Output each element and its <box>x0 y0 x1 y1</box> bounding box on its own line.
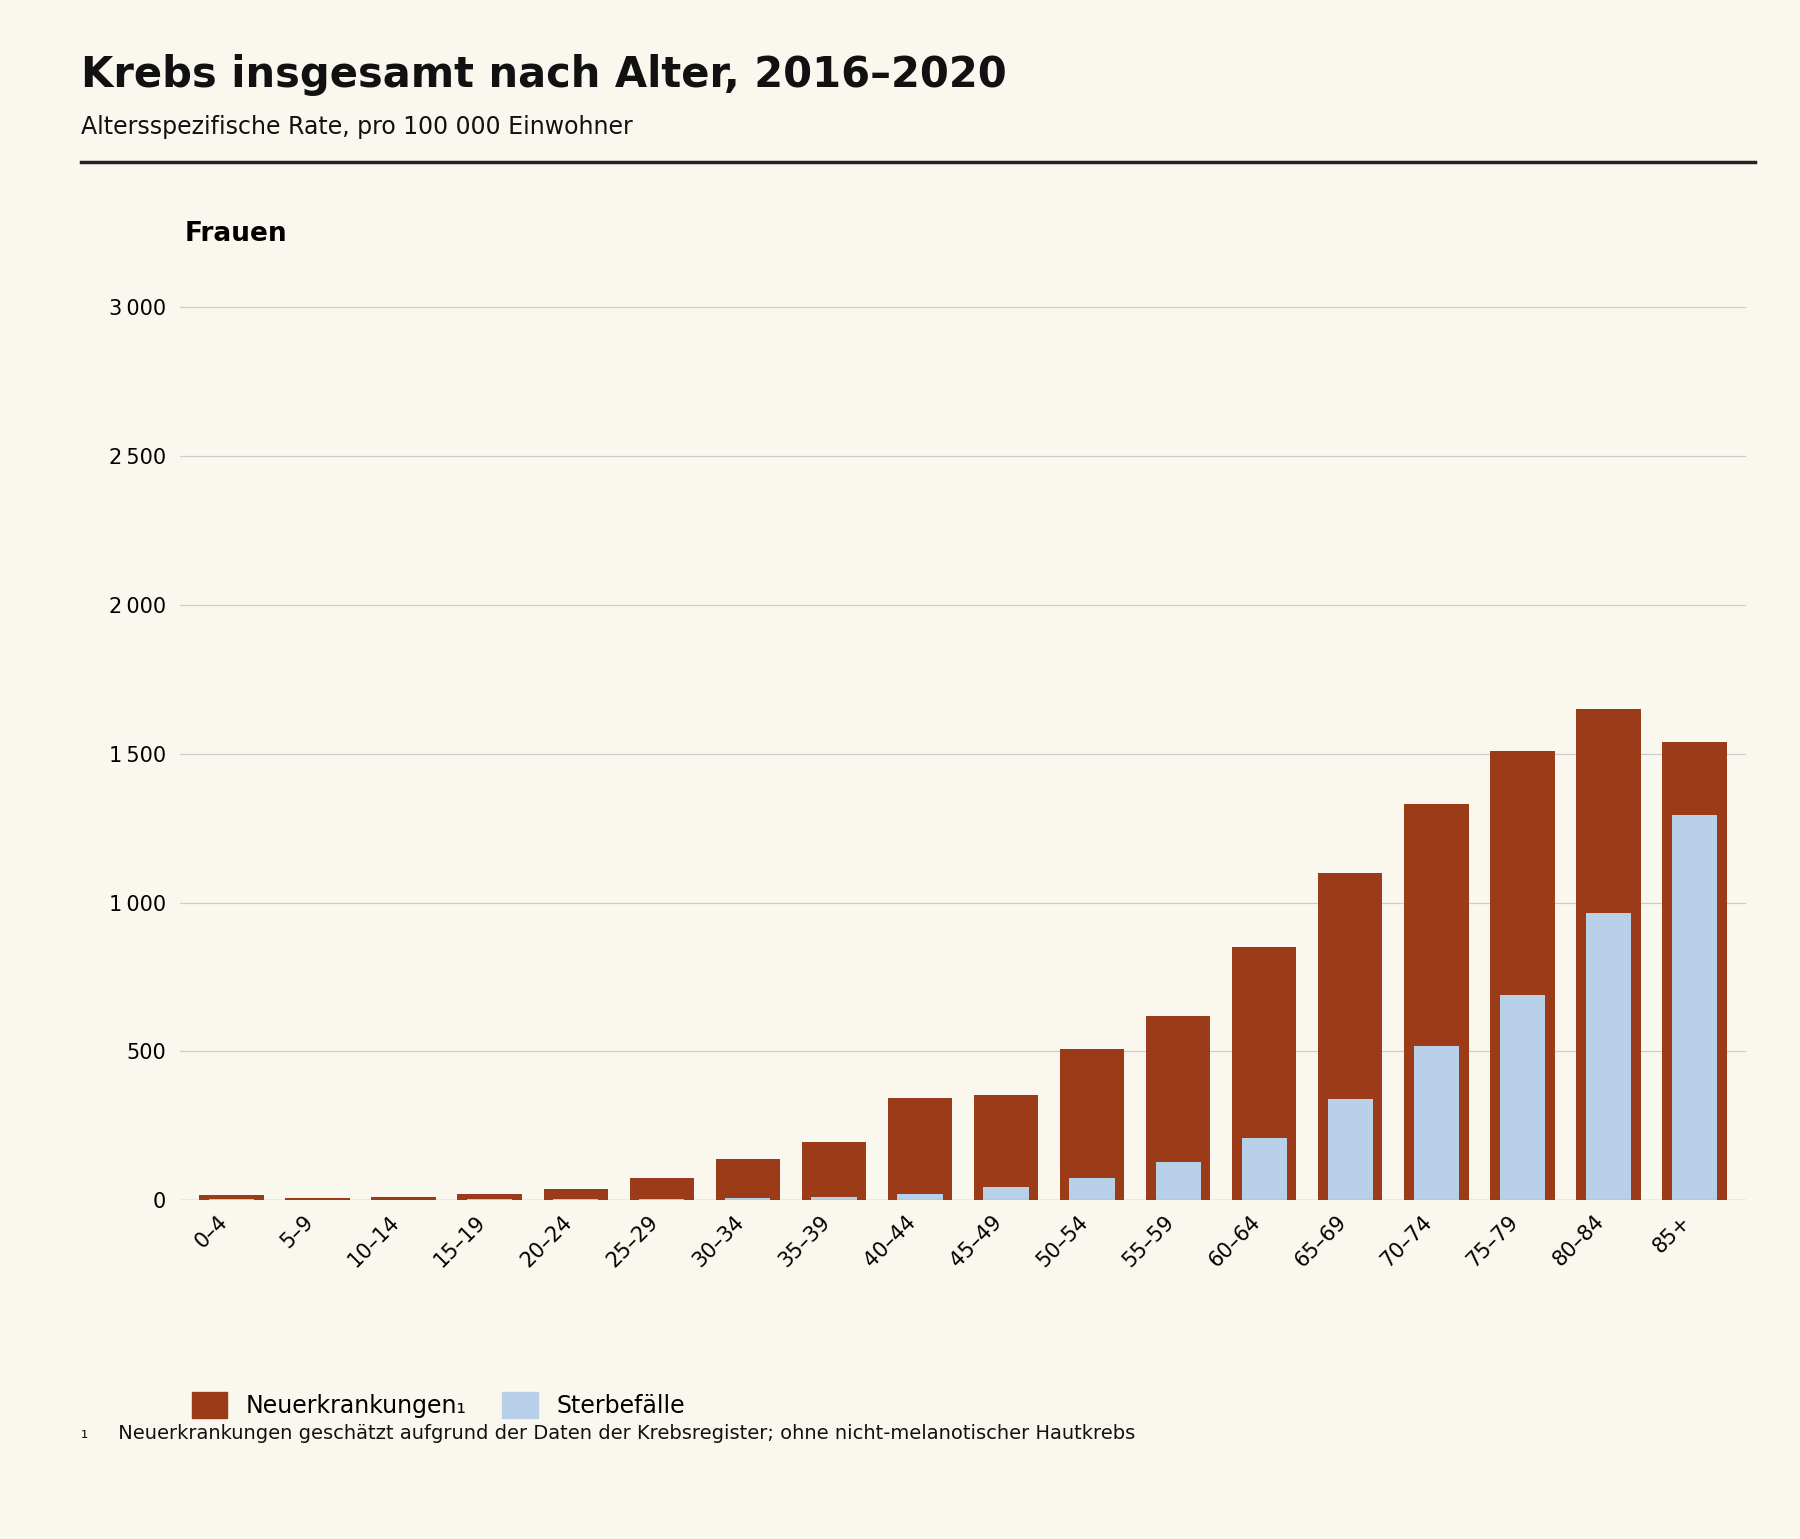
Bar <box>1499 994 1544 1200</box>
Bar <box>457 1194 522 1200</box>
Bar <box>1404 805 1469 1200</box>
Bar <box>1069 1177 1114 1200</box>
Bar <box>812 1197 857 1200</box>
Bar <box>1156 1162 1201 1200</box>
Bar <box>1318 873 1382 1200</box>
Bar <box>1328 1099 1373 1200</box>
Bar <box>1586 913 1631 1200</box>
Bar <box>1661 742 1726 1200</box>
Bar <box>716 1159 779 1200</box>
Bar <box>898 1194 943 1200</box>
Bar <box>725 1197 770 1200</box>
Bar <box>1413 1045 1458 1200</box>
Bar <box>1672 814 1717 1200</box>
Text: Frauen: Frauen <box>184 222 286 248</box>
Bar <box>801 1142 866 1200</box>
Bar <box>1147 1016 1210 1200</box>
Bar <box>1577 709 1640 1200</box>
Bar <box>974 1094 1039 1200</box>
Text: Altersspezifische Rate, pro 100 000 Einwohner: Altersspezifische Rate, pro 100 000 Einw… <box>81 115 634 140</box>
Legend: Neuerkrankungen₁, Sterbefälle: Neuerkrankungen₁, Sterbefälle <box>193 1393 686 1417</box>
Text: Neuerkrankungen geschätzt aufgrund der Daten der Krebsregister; ohne nicht-melan: Neuerkrankungen geschätzt aufgrund der D… <box>112 1424 1134 1442</box>
Text: ₁: ₁ <box>81 1424 88 1442</box>
Bar <box>544 1188 608 1200</box>
Text: Krebs insgesamt nach Alter, 2016–2020: Krebs insgesamt nach Alter, 2016–2020 <box>81 54 1006 95</box>
Bar <box>1242 1137 1287 1200</box>
Bar <box>1231 946 1296 1200</box>
Bar <box>983 1187 1028 1200</box>
Bar <box>200 1196 265 1200</box>
Bar <box>286 1197 349 1200</box>
Bar <box>630 1177 695 1200</box>
Bar <box>1490 751 1555 1200</box>
Bar <box>371 1196 436 1200</box>
Bar <box>887 1097 952 1200</box>
Bar <box>1060 1048 1125 1200</box>
